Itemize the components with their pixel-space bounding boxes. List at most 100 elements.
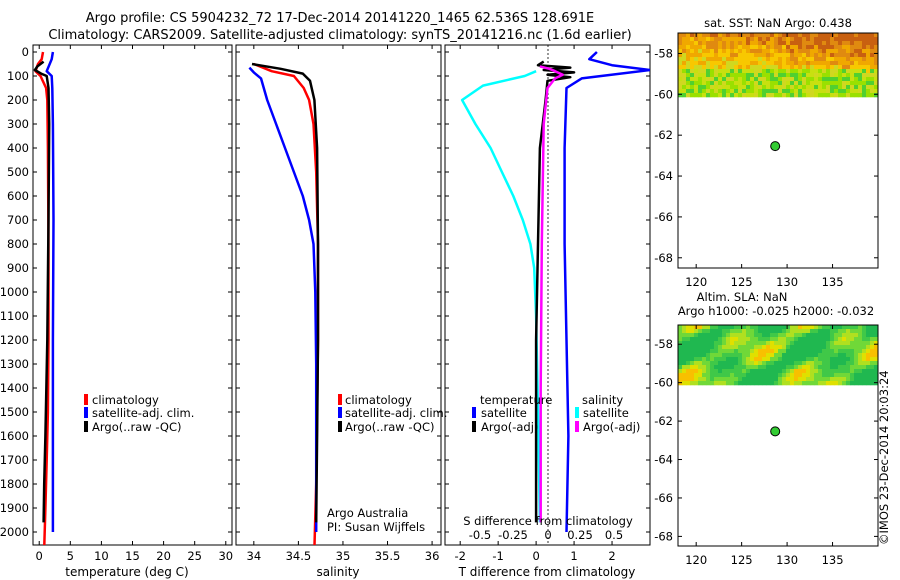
heat-cell [774, 337, 779, 342]
heat-cell [714, 373, 719, 378]
heat-cell [714, 357, 719, 362]
heat-cell [778, 349, 783, 354]
heat-cell [778, 341, 783, 346]
heat-cell [718, 37, 723, 42]
heat-cell [766, 33, 771, 38]
heat-cell [710, 341, 715, 346]
heat-cell [734, 81, 739, 86]
heat-cell [870, 365, 875, 370]
heat-cell [678, 69, 683, 74]
heat-cell [706, 333, 711, 338]
heat-cell [834, 41, 839, 46]
y-tick-label: 1200 [0, 333, 29, 347]
heat-cell [806, 325, 811, 330]
heat-cell [802, 353, 807, 358]
heat-cell [826, 37, 831, 42]
heat-cell [850, 61, 855, 66]
heat-cell [734, 329, 739, 334]
heat-cell [842, 353, 847, 358]
heat-cell [686, 37, 691, 42]
heat-cell [762, 373, 767, 378]
y-tick-label: 1800 [0, 477, 29, 491]
heat-cell [822, 69, 827, 74]
heat-cell [690, 53, 695, 58]
heat-cell [786, 37, 791, 42]
heat-cell [858, 381, 863, 386]
heat-cell [742, 81, 747, 86]
heat-cell [754, 377, 759, 382]
heat-cell [686, 369, 691, 374]
heat-cell [798, 361, 803, 366]
heat-cell [814, 333, 819, 338]
heat-cell [858, 357, 863, 362]
heat-cell [710, 49, 715, 54]
heat-cell [742, 349, 747, 354]
heat-cell [750, 45, 755, 50]
heat-cell [738, 33, 743, 38]
heat-cell [846, 65, 851, 70]
heat-cell [870, 73, 875, 78]
heat-cell [746, 325, 751, 330]
heat-cell [830, 381, 835, 386]
heat-cell [802, 377, 807, 382]
heat-cell [686, 49, 691, 54]
heat-cell [678, 89, 683, 94]
heat-cell [726, 93, 731, 98]
heat-cell [854, 349, 859, 354]
heat-cell [870, 61, 875, 66]
heat-cell [842, 73, 847, 78]
x-tick-label: 5 [67, 549, 74, 563]
heat-cell [870, 33, 875, 38]
series-line-temperature-satellite [563, 51, 650, 533]
heat-cell [862, 85, 867, 90]
heat-cell [818, 81, 823, 86]
legend-swatch-argo [84, 421, 88, 432]
heat-cell [722, 373, 727, 378]
difference-axes-frame [444, 44, 651, 546]
heat-cell [770, 57, 775, 62]
legend-title-salinity: salinity [582, 393, 623, 407]
heat-cell [822, 325, 827, 330]
heat-cell [838, 345, 843, 350]
temperature-legend: climatology satellite-adj. clim. Argo(..… [84, 393, 194, 434]
heat-cell [758, 77, 763, 82]
heat-cell [682, 37, 687, 42]
heat-cell [838, 49, 843, 54]
heat-cell [798, 365, 803, 370]
heat-cell [854, 341, 859, 346]
heat-cell [842, 357, 847, 362]
heat-cell [730, 337, 735, 342]
heat-cell [846, 369, 851, 374]
heat-cell [846, 381, 851, 386]
heat-cell [834, 93, 839, 98]
heat-cell [718, 41, 723, 46]
heat-cell [742, 41, 747, 46]
heat-cell [682, 329, 687, 334]
salinity-axes-frame [235, 44, 442, 546]
heat-cell [682, 353, 687, 358]
heat-cell [790, 353, 795, 358]
heat-cell [722, 325, 727, 330]
heat-cell [810, 325, 815, 330]
heat-cell [726, 329, 731, 334]
heat-cell [810, 345, 815, 350]
heat-cell [818, 73, 823, 78]
heat-cell [770, 81, 775, 86]
heat-cell [698, 49, 703, 54]
heat-cell [762, 53, 767, 58]
heat-cell [682, 49, 687, 54]
heat-cell [814, 33, 819, 38]
heat-cell [818, 77, 823, 82]
heat-cell [850, 377, 855, 382]
heat-cell [790, 377, 795, 382]
difference-panel: -2 -1 0 1 2 T difference from climatology S … [444, 44, 651, 579]
heat-cell [786, 65, 791, 70]
heat-cell [738, 353, 743, 358]
s-tick-label: 0 [544, 528, 551, 542]
heat-cell [770, 325, 775, 330]
heat-cell [818, 33, 823, 38]
heat-cell [682, 77, 687, 82]
heat-cell [874, 49, 878, 54]
heat-cell [794, 53, 799, 58]
heat-cell [854, 333, 859, 338]
